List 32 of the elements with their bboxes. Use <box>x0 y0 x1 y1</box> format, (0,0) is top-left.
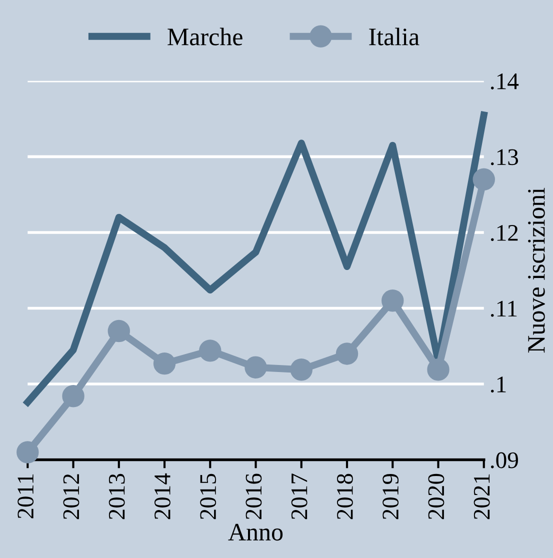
y-axis-title: Nuove iscrizioni <box>528 188 545 353</box>
x-tick-label: 2020 <box>428 474 444 520</box>
point <box>108 320 130 342</box>
point <box>336 342 358 365</box>
point <box>244 356 267 378</box>
y-tick-label: .09 <box>490 452 518 468</box>
x-tick-label: 2016 <box>246 474 262 520</box>
x-tick-label: 2011 <box>18 474 34 518</box>
y-tick-label: .13 <box>490 149 518 166</box>
x-tick-label: 2021 <box>474 474 490 520</box>
x-tick-label: 2013 <box>108 474 125 520</box>
y-tick-label: .1 <box>490 376 506 393</box>
point <box>16 441 39 464</box>
legend-label: Marche <box>168 28 242 46</box>
legend-label: Italia <box>369 28 420 46</box>
x-tick-label: 2012 <box>63 474 80 520</box>
point <box>427 358 450 381</box>
point <box>382 290 404 312</box>
point <box>472 168 495 191</box>
point <box>62 385 84 408</box>
x-tick-label: 2017 <box>291 474 308 520</box>
point <box>290 358 312 381</box>
x-tick-label: 2018 <box>336 474 353 520</box>
point <box>153 352 176 375</box>
x-tick-label: 2015 <box>200 474 216 520</box>
y-tick-label: .11 <box>490 300 517 317</box>
y-tick-label: .14 <box>490 74 519 90</box>
x-tick-label: 2019 <box>382 474 399 520</box>
x-tick-label: 2014 <box>154 473 170 520</box>
point <box>199 340 222 362</box>
x-axis-title: Anno <box>228 524 283 541</box>
y-tick-label: .12 <box>490 225 518 241</box>
